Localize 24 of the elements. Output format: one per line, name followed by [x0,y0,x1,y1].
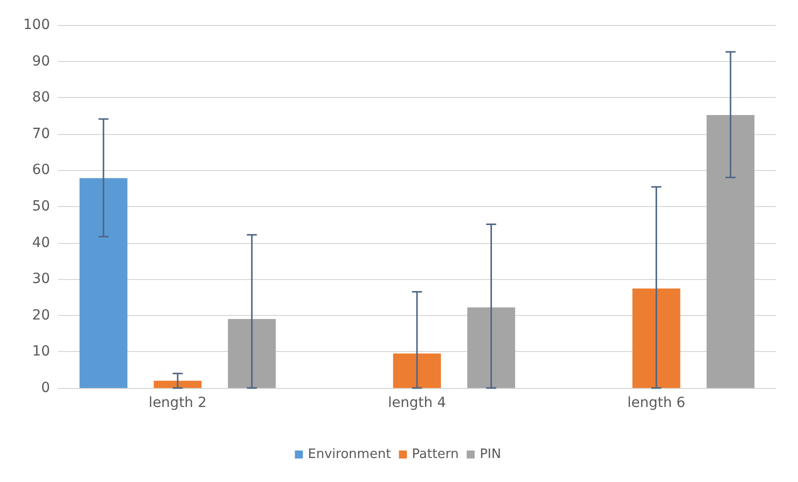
y-tick-label: 0 [41,380,50,396]
y-tick-label: 70 [32,126,50,142]
y-tick-label: 90 [32,53,50,70]
legend-label: Environment [308,447,391,462]
legend-label: PIN [480,447,502,462]
x-tick-label: length 4 [388,395,446,411]
y-tick-label: 60 [32,162,50,178]
legend-label: Pattern [412,447,459,462]
y-tick-label: 20 [32,307,50,324]
y-tick-label: 10 [32,344,50,360]
y-tick-label: 80 [32,90,50,106]
bar [393,354,441,388]
x-tick-label: length 2 [148,395,207,411]
x-tick-label: length 6 [627,395,686,411]
y-tick-label: 40 [32,234,50,251]
bar [632,288,680,388]
y-tick-label: 30 [32,271,50,288]
y-tick-label: 50 [32,198,50,214]
bar [80,178,128,388]
y-tick-label: 100 [23,17,50,33]
bar [228,319,276,388]
bar [706,115,754,388]
bar [154,380,202,388]
bar [467,307,516,388]
